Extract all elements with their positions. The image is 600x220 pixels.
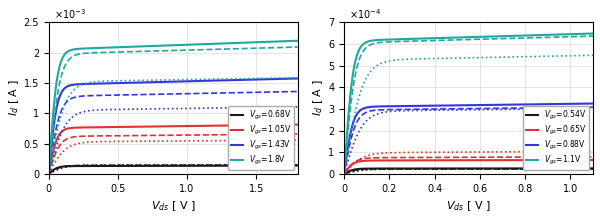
Text: $\times 10^{-3}$: $\times 10^{-3}$ <box>54 7 86 21</box>
X-axis label: $V_{ds}$ [ V ]: $V_{ds}$ [ V ] <box>446 199 491 213</box>
Legend: $V_{gs}$=0.68V, $V_{gs}$=1.05V, $V_{gs}$=1.43V, $V_{gs}$=1.8V: $V_{gs}$=0.68V, $V_{gs}$=1.05V, $V_{gs}$… <box>228 106 294 170</box>
Legend: $V_{gs}$=0.54V, $V_{gs}$=0.65V, $V_{gs}$=0.88V, $V_{gs}$=1.1V: $V_{gs}$=0.54V, $V_{gs}$=0.65V, $V_{gs}$… <box>523 106 589 170</box>
Y-axis label: $I_d$ [ A ]: $I_d$ [ A ] <box>7 80 21 116</box>
X-axis label: $V_{ds}$ [ V ]: $V_{ds}$ [ V ] <box>151 199 196 213</box>
Y-axis label: $I_d$ [ A ]: $I_d$ [ A ] <box>311 80 325 116</box>
Text: $\times 10^{-4}$: $\times 10^{-4}$ <box>349 7 382 21</box>
